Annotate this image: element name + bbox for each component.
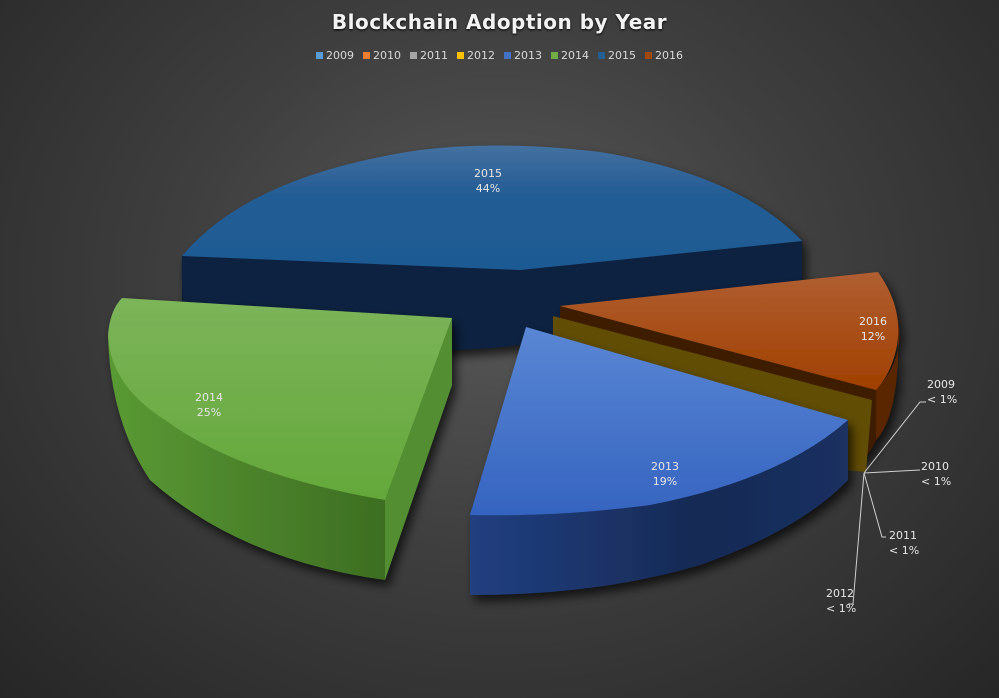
svg-text:2014: 2014: [195, 391, 223, 404]
slice-2013[interactable]: [470, 327, 848, 595]
legend-swatch: [457, 52, 464, 59]
svg-text:2015: 2015: [474, 167, 502, 180]
legend-label: 2011: [420, 49, 448, 62]
legend-swatch: [316, 52, 323, 59]
legend-item-2016[interactable]: 2016: [645, 49, 683, 62]
legend-swatch: [410, 52, 417, 59]
svg-text:2013: 2013: [651, 460, 679, 473]
data-label-2015: 2015 44%: [474, 167, 502, 195]
legend-swatch: [551, 52, 558, 59]
slice-2014[interactable]: [108, 298, 452, 580]
legend-label: 2013: [514, 49, 542, 62]
data-label-2013: 2013 19%: [651, 460, 679, 488]
legend: 2009 2010 2011 2012 2013 2014 2015 2016: [0, 49, 999, 62]
legend-label: 2012: [467, 49, 495, 62]
legend-swatch: [504, 52, 511, 59]
svg-text:19%: 19%: [653, 475, 677, 488]
legend-item-2009[interactable]: 2009: [316, 49, 354, 62]
leader-lines: [848, 401, 926, 605]
svg-text:2012: 2012: [826, 587, 854, 600]
data-label-2011: 2011 < 1%: [889, 529, 919, 557]
legend-label: 2014: [561, 49, 589, 62]
legend-label: 2016: [655, 49, 683, 62]
svg-text:2010: 2010: [921, 460, 949, 473]
svg-text:25%: 25%: [197, 406, 221, 419]
svg-text:< 1%: < 1%: [889, 544, 919, 557]
data-label-2014: 2014 25%: [195, 391, 223, 419]
legend-label: 2009: [326, 49, 354, 62]
svg-text:12%: 12%: [861, 330, 885, 343]
legend-label: 2010: [373, 49, 401, 62]
legend-item-2010[interactable]: 2010: [363, 49, 401, 62]
svg-text:44%: 44%: [476, 182, 500, 195]
data-label-2010: 2010 < 1%: [921, 460, 951, 488]
legend-swatch: [598, 52, 605, 59]
legend-item-2011[interactable]: 2011: [410, 49, 448, 62]
legend-swatch: [363, 52, 370, 59]
svg-text:< 1%: < 1%: [921, 475, 951, 488]
svg-text:< 1%: < 1%: [927, 393, 957, 406]
slice-2012[interactable]: [553, 316, 872, 472]
legend-swatch: [645, 52, 652, 59]
data-label-2009: 2009 < 1%: [927, 378, 957, 406]
svg-text:2016: 2016: [859, 315, 887, 328]
data-label-2012: 2012 < 1%: [826, 587, 856, 615]
data-label-2016: 2016 12%: [859, 315, 887, 343]
chart-title: Blockchain Adoption by Year: [331, 10, 668, 34]
svg-text:< 1%: < 1%: [826, 602, 856, 615]
legend-item-2014[interactable]: 2014: [551, 49, 589, 62]
legend-item-2013[interactable]: 2013: [504, 49, 542, 62]
legend-item-2015[interactable]: 2015: [598, 49, 636, 62]
legend-label: 2015: [608, 49, 636, 62]
svg-text:2011: 2011: [889, 529, 917, 542]
legend-item-2012[interactable]: 2012: [457, 49, 495, 62]
svg-text:2009: 2009: [927, 378, 955, 391]
